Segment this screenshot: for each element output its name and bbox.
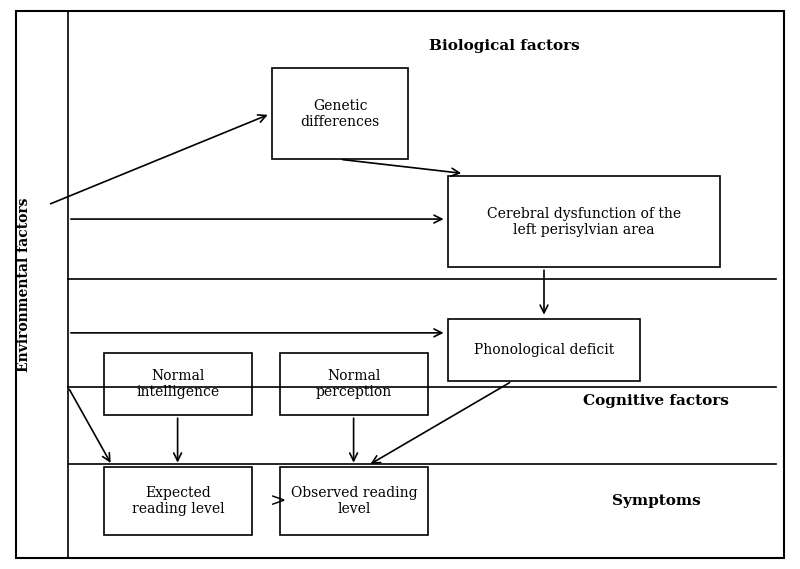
Text: Symptoms: Symptoms [612, 494, 700, 508]
Bar [272, 68, 408, 159]
Bar [448, 176, 720, 267]
Text: Normal
intelligence: Normal intelligence [137, 369, 219, 399]
Text: Biological factors: Biological factors [429, 39, 579, 52]
Text: Expected
reading level: Expected reading level [132, 485, 224, 516]
Text: Normal
perception: Normal perception [316, 369, 392, 399]
Text: Environmental factors: Environmental factors [17, 197, 31, 372]
Bar [104, 353, 252, 415]
Text: Phonological deficit: Phonological deficit [474, 343, 614, 357]
Bar [104, 467, 252, 535]
Text: >: > [270, 493, 286, 511]
Text: Genetic
differences: Genetic differences [300, 98, 380, 129]
Text: Observed reading
level: Observed reading level [290, 485, 418, 516]
Text: Cerebral dysfunction of the
left perisylvian area: Cerebral dysfunction of the left perisyl… [487, 207, 681, 237]
Bar [280, 467, 428, 535]
Bar [280, 353, 428, 415]
Text: Cognitive factors: Cognitive factors [583, 394, 729, 408]
Bar [448, 319, 640, 381]
